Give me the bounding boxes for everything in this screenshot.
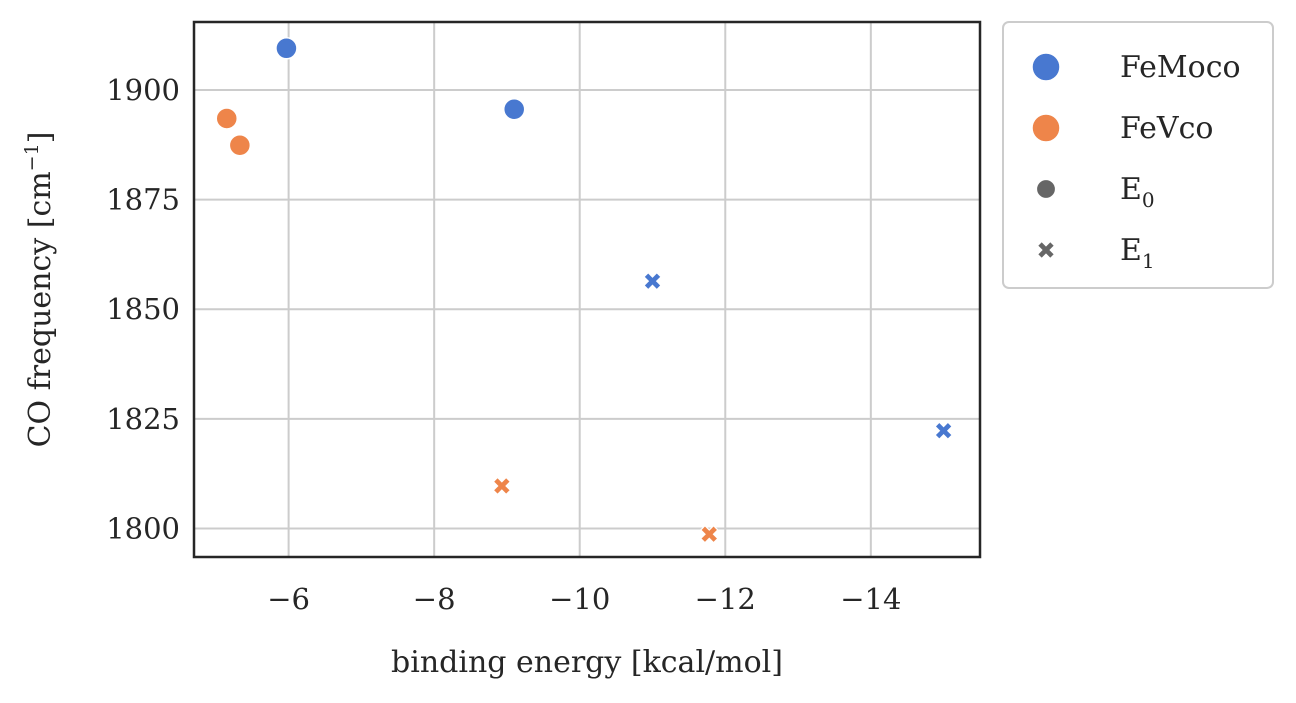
y-tick-label: 1875 — [106, 183, 180, 217]
femoco-circle-point — [275, 37, 298, 60]
legend-entry-fevco-marker — [1031, 113, 1061, 143]
legend-entry-femoco-marker — [1031, 52, 1061, 82]
x-tick-label: −6 — [267, 582, 310, 616]
y-axis-title-suffix: ] — [23, 132, 58, 144]
fevco-circle-point — [228, 133, 252, 157]
x-tick-label: −10 — [549, 582, 610, 616]
legend-entry-e0-marker — [1035, 178, 1057, 200]
fevco-circle-point — [215, 107, 238, 130]
fevco-cross-point — [492, 476, 512, 496]
x-axis-title: binding energy [kcal/mol] — [391, 645, 783, 680]
legend-entry-e1-marker — [1036, 240, 1056, 260]
x-tick-labels: −6 −8 −10 −12 −14 — [267, 582, 901, 616]
y-axis-title: CO frequency [cm−1] — [21, 132, 58, 448]
y-tick-label: 1800 — [106, 511, 180, 545]
plot-frame — [192, 20, 982, 559]
legend-box — [1002, 21, 1274, 289]
y-tick-labels: 1800 1825 1850 1875 1900 — [106, 73, 180, 546]
legend-entry-fevco-label: FeVco — [1120, 111, 1213, 146]
legend-entry-femoco-label: FeMoco — [1120, 50, 1241, 85]
data-points — [215, 37, 953, 544]
legend-entry-e0-label: E0 — [1120, 172, 1155, 212]
fevco-cross-point — [699, 524, 719, 544]
x-tick-label: −12 — [695, 582, 756, 616]
x-tick-label: −8 — [413, 582, 456, 616]
y-tick-label: 1825 — [106, 402, 180, 436]
femoco-circle-point — [502, 98, 526, 121]
legend: FeMoco FeVco E0 E1 — [1002, 21, 1274, 289]
y-axis-title-prefix: CO frequency [cm — [23, 171, 58, 447]
y-tick-label: 1850 — [106, 292, 180, 326]
femoco-cross-point — [934, 421, 953, 441]
x-tick-label: −14 — [840, 582, 901, 616]
y-tick-label: 1900 — [106, 73, 180, 107]
femoco-cross-point — [643, 271, 662, 291]
grid-lines — [194, 22, 980, 557]
y-axis-title-superscript: −1 — [21, 143, 43, 171]
legend-entry-e1-label: E1 — [1120, 233, 1155, 273]
